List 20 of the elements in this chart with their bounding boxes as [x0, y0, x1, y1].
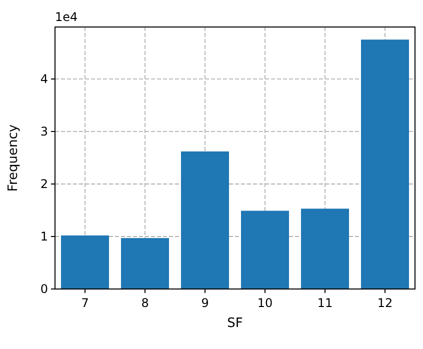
bar: [241, 210, 289, 289]
x-tick-label: 7: [81, 296, 89, 310]
x-tick-label: 11: [317, 296, 333, 310]
text: 1e4: [55, 10, 78, 24]
x-tick-label: 9: [201, 296, 209, 310]
y-tick-label: 2: [40, 177, 48, 192]
y-axis-title: Frequency: [6, 124, 21, 192]
bar: [361, 40, 409, 289]
bar: [181, 151, 229, 289]
x-tick-label: 10: [257, 296, 273, 310]
bar: [301, 208, 349, 289]
x-axis-title: SF: [227, 316, 243, 331]
x-tick-label: 8: [141, 296, 149, 310]
y-tick-label: 1: [40, 230, 48, 244]
y-tick-label: 0: [40, 282, 48, 296]
y-tick-label: 4: [40, 72, 48, 86]
x-tick-label: 12: [377, 296, 393, 310]
bar: [121, 238, 169, 289]
y-tick-label: 3: [40, 124, 48, 139]
bar: [61, 235, 109, 289]
